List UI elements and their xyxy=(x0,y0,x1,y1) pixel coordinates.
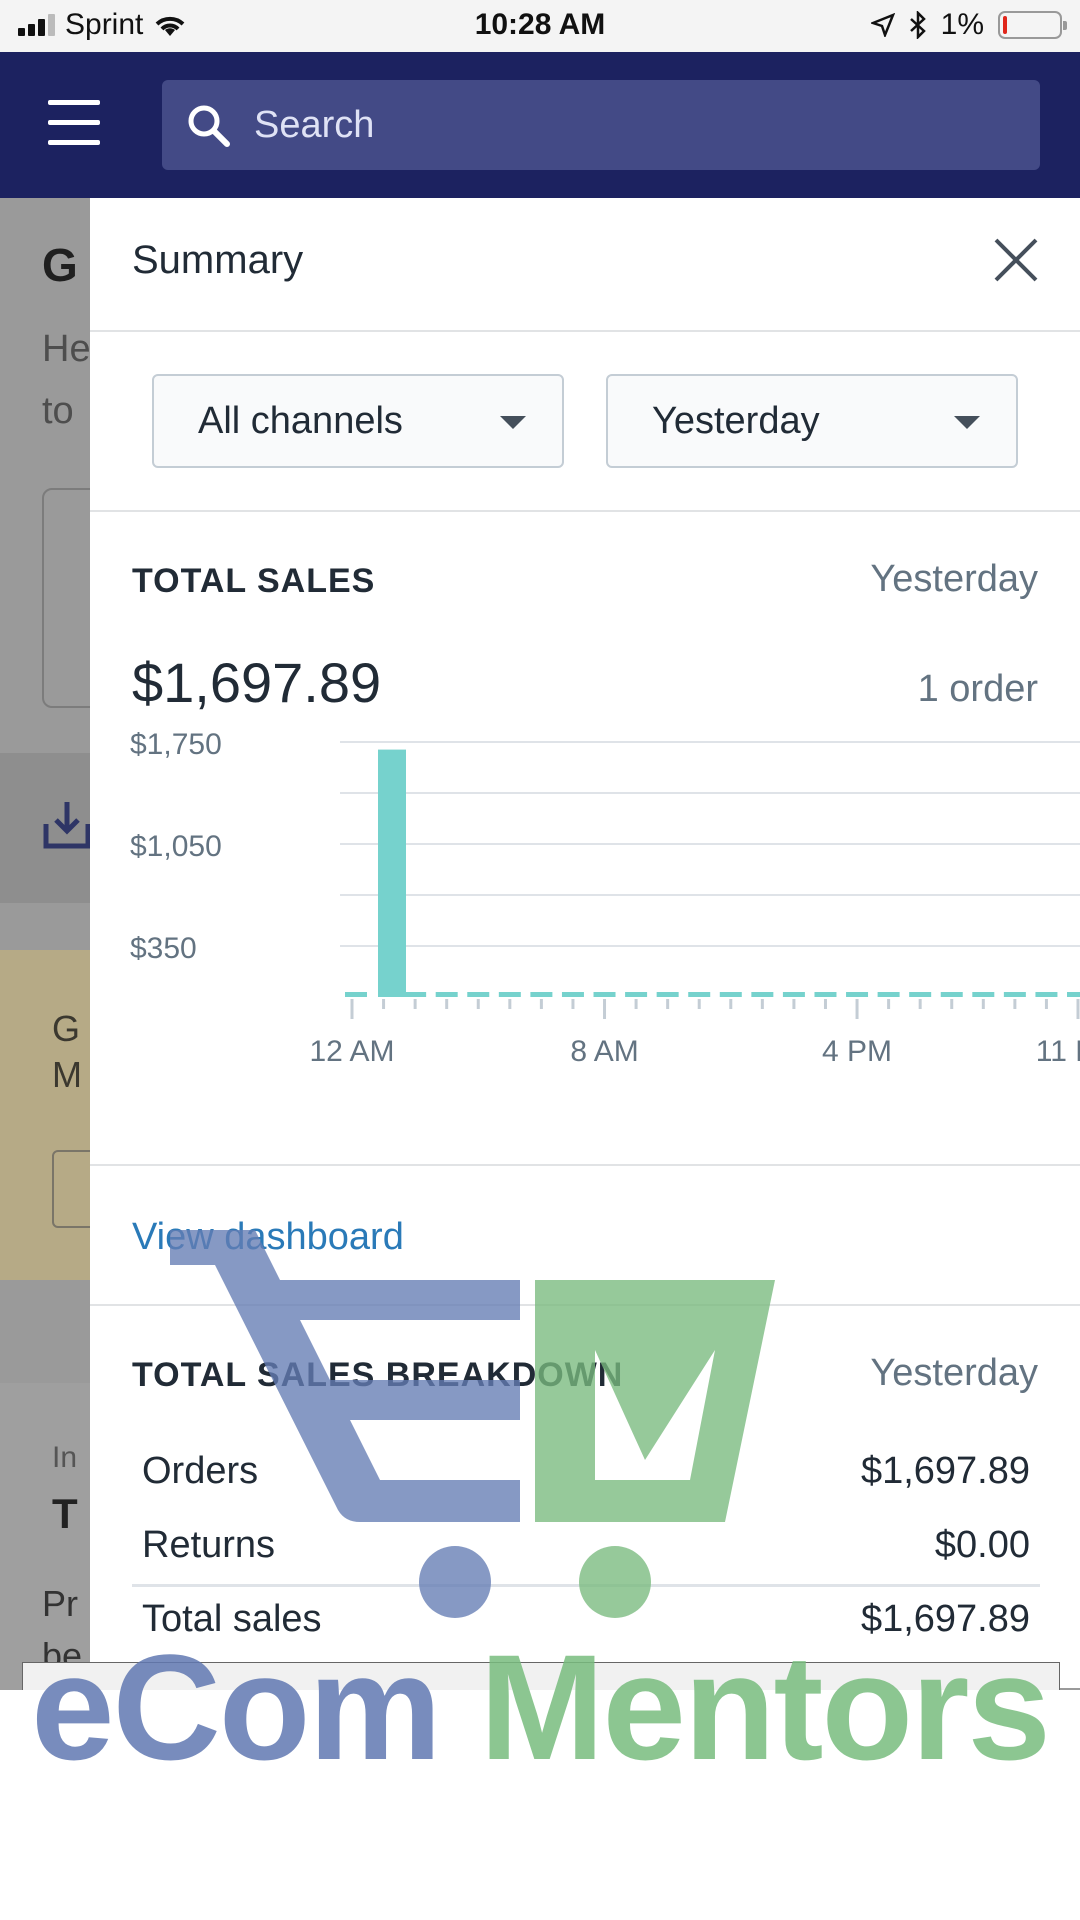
date-range-select-value: Yesterday xyxy=(652,399,820,442)
breakdown-heading: TOTAL SALES BREAKDOWN xyxy=(132,1356,624,1394)
download-icon xyxy=(43,802,91,849)
filters-row: All channels Yesterday xyxy=(90,332,1080,512)
channel-select[interactable]: All channels xyxy=(152,374,564,468)
bar xyxy=(719,992,742,997)
bar xyxy=(467,992,490,997)
row-value: $0.00 xyxy=(934,1524,1030,1566)
wifi-icon xyxy=(156,16,185,36)
breakdown-row-orders: Orders $1,697.89 xyxy=(132,1434,1040,1506)
view-dashboard-link[interactable]: View dashboard xyxy=(132,1216,404,1258)
bar xyxy=(877,992,900,997)
bar xyxy=(530,992,553,997)
total-sales-section: TOTAL SALES Yesterday $1,697.89 1 order … xyxy=(90,512,1080,1166)
bar xyxy=(435,992,458,997)
background-info-small: In xyxy=(52,1441,78,1474)
view-dashboard-section: View dashboard xyxy=(90,1166,1080,1306)
search-placeholder: Search xyxy=(254,103,375,146)
clock: 10:28 AM xyxy=(474,8,606,41)
close-icon[interactable] xyxy=(988,232,1044,288)
bar xyxy=(782,992,805,997)
bar xyxy=(593,992,616,997)
bar xyxy=(625,992,648,997)
row-label: Returns xyxy=(142,1524,276,1566)
y-tick-label: $350 xyxy=(130,932,197,965)
breakdown-period: Yesterday xyxy=(870,1352,1038,1394)
background-info-title: T xyxy=(52,1490,78,1537)
bar xyxy=(656,992,679,997)
breakdown-row-total: Total sales $1,697.89 xyxy=(132,1582,1040,1654)
location-icon xyxy=(870,13,895,37)
carrier-label: Sprint xyxy=(65,8,144,41)
bar xyxy=(1003,992,1026,997)
total-sales-period: Yesterday xyxy=(870,558,1038,600)
row-label: Orders xyxy=(142,1450,259,1492)
search-icon xyxy=(188,105,230,147)
bar xyxy=(1067,992,1080,997)
y-tick-label: $1,050 xyxy=(130,830,222,863)
battery-icon xyxy=(998,11,1067,39)
row-value: $1,697.89 xyxy=(860,1598,1030,1640)
x-tick-label: 11 PM xyxy=(1036,1035,1080,1068)
panel-header: Summary xyxy=(90,198,1080,332)
bar xyxy=(688,992,711,997)
signal-icon xyxy=(18,14,55,36)
channel-select-value: All channels xyxy=(198,399,403,442)
bar xyxy=(909,992,932,997)
sales-breakdown-section: TOTAL SALES BREAKDOWN Yesterday Orders $… xyxy=(90,1306,1080,1690)
bar xyxy=(751,992,774,997)
total-sales-amount: $1,697.89 xyxy=(132,651,382,714)
top-nav-bar: Search xyxy=(0,52,1080,198)
bluetooth-icon xyxy=(909,11,926,39)
caret-down-icon xyxy=(500,416,526,429)
x-tick-label: 8 AM xyxy=(570,1035,638,1068)
bar xyxy=(972,992,995,997)
panel-title: Summary xyxy=(132,238,304,282)
orders-count: 1 order xyxy=(917,668,1038,710)
hamburger-menu-icon[interactable] xyxy=(48,100,100,146)
status-bar: Sprint 10:28 AM 1% xyxy=(0,0,1080,52)
sales-chart: $1,750 $1,050 $350 12 AM 8 AM 4 PM 11 PM xyxy=(130,732,1080,1068)
summary-panel: Summary All channels Yesterday TOTAL SAL… xyxy=(90,198,1080,1688)
bar xyxy=(1035,992,1058,997)
bar xyxy=(378,749,406,997)
x-tick-label: 4 PM xyxy=(822,1035,892,1068)
battery-percent: 1% xyxy=(940,8,984,41)
breakdown-row-returns: Returns $0.00 xyxy=(132,1508,1040,1580)
bottom-strip xyxy=(22,1662,1060,1690)
bar xyxy=(404,992,427,997)
y-tick-label: $1,750 xyxy=(130,732,222,761)
date-range-select[interactable]: Yesterday xyxy=(606,374,1018,468)
row-value: $1,697.89 xyxy=(860,1450,1030,1492)
caret-down-icon xyxy=(954,416,980,429)
background-text: He to xyxy=(42,328,91,432)
bar xyxy=(814,992,837,997)
bar xyxy=(561,992,584,997)
x-tick-label: 12 AM xyxy=(309,1035,394,1068)
total-sales-heading: TOTAL SALES xyxy=(132,562,376,600)
bar xyxy=(940,992,963,997)
row-label: Total sales xyxy=(142,1598,322,1640)
background-title: G xyxy=(42,239,78,291)
bar xyxy=(498,992,521,997)
bar xyxy=(345,992,367,997)
search-field[interactable]: Search xyxy=(162,80,1040,170)
bar xyxy=(846,992,869,997)
